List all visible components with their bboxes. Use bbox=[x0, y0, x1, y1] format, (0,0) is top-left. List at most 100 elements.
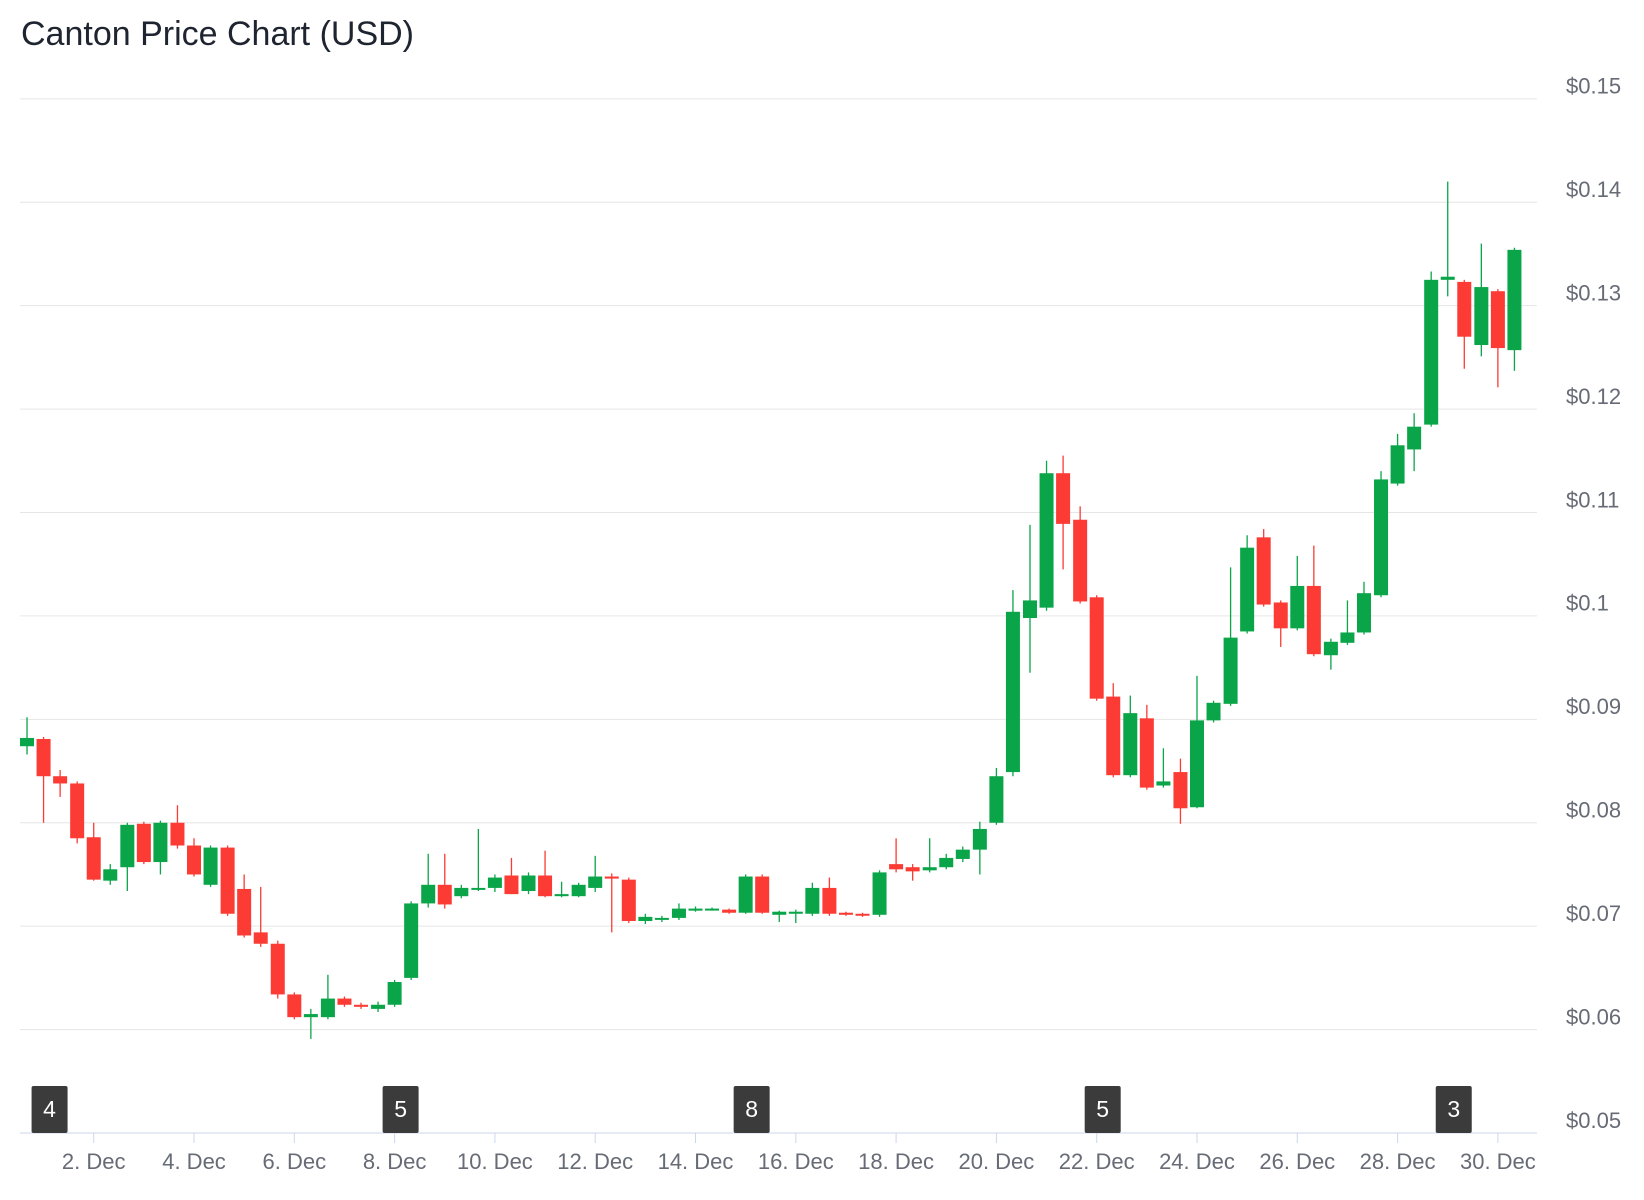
candle-body bbox=[554, 894, 569, 897]
chart-title: Canton Price Chart (USD) bbox=[21, 15, 414, 53]
candle-body bbox=[86, 837, 101, 880]
candle-body bbox=[504, 875, 519, 895]
candle-body bbox=[972, 828, 987, 850]
candle-body bbox=[471, 887, 486, 890]
candle-body bbox=[855, 913, 870, 916]
candle-body bbox=[588, 876, 603, 888]
candle-body bbox=[253, 932, 268, 944]
candle-body bbox=[654, 917, 669, 920]
candle-body bbox=[1273, 602, 1288, 629]
candle-body bbox=[1039, 473, 1054, 608]
y-tick-label: $0.12 bbox=[1566, 384, 1621, 409]
flag-label: 3 bbox=[1447, 1096, 1460, 1122]
candle-body bbox=[822, 887, 837, 914]
candle-body bbox=[1123, 713, 1138, 776]
candle-body bbox=[1457, 281, 1472, 337]
flag-badge bbox=[1435, 1086, 1472, 1133]
candle-body bbox=[521, 875, 536, 892]
candle-body bbox=[1139, 718, 1154, 788]
candle-body bbox=[371, 1004, 386, 1009]
y-tick-label: $0.13 bbox=[1566, 280, 1621, 305]
candle-body bbox=[805, 887, 820, 914]
candle-body bbox=[989, 776, 1004, 823]
candle-body bbox=[571, 884, 586, 897]
y-tick-label: $0.09 bbox=[1566, 694, 1621, 719]
candle-body bbox=[1323, 641, 1338, 656]
flag-label: 5 bbox=[1096, 1096, 1109, 1122]
x-tick-label: 8. Dec bbox=[363, 1149, 427, 1174]
y-tick-label: $0.1 bbox=[1566, 591, 1609, 616]
candle-body bbox=[1340, 632, 1355, 643]
candle-body bbox=[303, 1014, 318, 1018]
candle-body bbox=[1022, 600, 1037, 618]
candle-body bbox=[738, 876, 753, 913]
candle-body bbox=[788, 911, 803, 914]
flag-label: 4 bbox=[43, 1096, 56, 1122]
x-tick-label: 22. Dec bbox=[1059, 1149, 1135, 1174]
candle-body bbox=[404, 903, 419, 978]
candle-body bbox=[939, 857, 954, 868]
candle-body bbox=[1073, 519, 1088, 602]
candle-body bbox=[170, 822, 185, 846]
candle-body bbox=[1189, 720, 1204, 808]
flag-badge bbox=[382, 1086, 419, 1133]
candle-body bbox=[20, 737, 35, 747]
y-tick-label: $0.15 bbox=[1566, 74, 1621, 99]
y-tick-label: $0.14 bbox=[1566, 177, 1621, 202]
candle-body bbox=[421, 884, 436, 904]
candle-body bbox=[103, 869, 118, 881]
candle-body bbox=[1223, 637, 1238, 704]
x-tick-label: 16. Dec bbox=[758, 1149, 834, 1174]
candle-body bbox=[153, 822, 168, 863]
candle-body bbox=[1507, 249, 1522, 351]
candle-body bbox=[1306, 585, 1321, 655]
flag-badge bbox=[31, 1086, 68, 1133]
candle-body bbox=[621, 879, 636, 921]
candle-body bbox=[454, 887, 469, 897]
candle-body bbox=[905, 867, 920, 872]
candle-body bbox=[1474, 287, 1489, 345]
candle-body bbox=[70, 783, 85, 839]
x-tick-label: 6. Dec bbox=[263, 1149, 327, 1174]
candle-body bbox=[638, 916, 653, 921]
y-tick-label: $0.06 bbox=[1566, 1004, 1621, 1029]
candle-body bbox=[136, 823, 151, 863]
candle-body bbox=[1390, 445, 1405, 484]
candle-body bbox=[955, 849, 970, 859]
candle-body bbox=[237, 888, 252, 936]
candle-body bbox=[287, 994, 302, 1018]
candle-body bbox=[671, 908, 686, 918]
candle-body bbox=[1240, 547, 1255, 632]
candle-body bbox=[337, 998, 352, 1005]
flag-badge bbox=[1084, 1086, 1121, 1133]
flag-label: 8 bbox=[745, 1096, 758, 1122]
candle-body bbox=[320, 998, 335, 1018]
candle-body bbox=[1440, 276, 1455, 280]
candle-body bbox=[1424, 279, 1439, 425]
candle-body bbox=[838, 912, 853, 915]
x-tick-label: 30. Dec bbox=[1460, 1149, 1536, 1174]
x-tick-label: 28. Dec bbox=[1360, 1149, 1436, 1174]
candle-body bbox=[538, 875, 553, 897]
candle-body bbox=[1256, 537, 1271, 605]
candle-body bbox=[1407, 426, 1422, 450]
candle-body bbox=[270, 943, 285, 995]
candle-body bbox=[1056, 473, 1071, 524]
candle-body bbox=[755, 876, 770, 913]
candle-body bbox=[120, 824, 135, 868]
candle-body bbox=[36, 738, 51, 777]
candle-body bbox=[487, 877, 502, 888]
candle-body bbox=[604, 876, 619, 879]
candle-body bbox=[1490, 291, 1505, 349]
candle-body bbox=[1290, 585, 1305, 629]
y-tick-label: $0.11 bbox=[1566, 487, 1619, 512]
candle-body bbox=[387, 982, 402, 1005]
x-tick-label: 18. Dec bbox=[858, 1149, 934, 1174]
candle-body bbox=[1005, 611, 1020, 773]
candle-body bbox=[53, 776, 68, 784]
flag-label: 5 bbox=[394, 1096, 407, 1122]
candle-body bbox=[688, 908, 703, 911]
candle-body bbox=[889, 864, 904, 870]
